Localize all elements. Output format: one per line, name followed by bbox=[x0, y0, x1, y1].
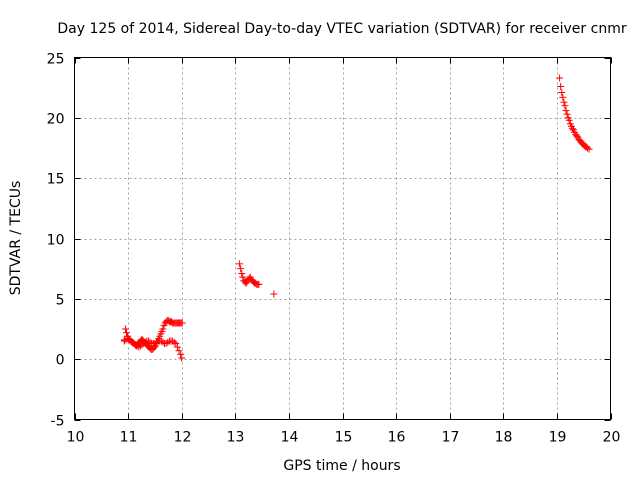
x-tick-label: 16 bbox=[388, 430, 406, 446]
data-point bbox=[164, 338, 172, 346]
data-point bbox=[173, 343, 181, 351]
data-point bbox=[178, 319, 186, 327]
x-tick-label: 11 bbox=[120, 430, 138, 446]
y-tick-label: 0 bbox=[56, 353, 65, 369]
plot-frame bbox=[74, 57, 611, 420]
y-tick-label: 10 bbox=[47, 233, 65, 249]
data-point bbox=[556, 74, 564, 82]
data-point bbox=[560, 98, 568, 106]
data-point bbox=[583, 144, 591, 152]
data-point bbox=[562, 107, 570, 115]
data-point bbox=[242, 279, 250, 287]
data-point bbox=[172, 339, 180, 347]
data-point bbox=[236, 260, 244, 268]
data-point bbox=[270, 290, 278, 298]
data-point bbox=[558, 88, 566, 96]
data-point bbox=[238, 269, 246, 277]
y-axis-label: SDTVAR / TECUs bbox=[8, 181, 24, 296]
y-tick-label: -5 bbox=[51, 414, 65, 430]
data-point bbox=[122, 329, 130, 337]
x-tick-label: 19 bbox=[549, 430, 567, 446]
data-point bbox=[150, 343, 158, 351]
y-tick-labels: -5 0 5 10 15 20 25 bbox=[47, 52, 65, 430]
data-point bbox=[177, 350, 185, 358]
data-point bbox=[237, 265, 245, 273]
y-tick-label: 5 bbox=[56, 293, 65, 309]
x-tick-label: 10 bbox=[67, 430, 85, 446]
x-tick-label: 13 bbox=[227, 430, 245, 446]
chart-title: Day 125 of 2014, Sidereal Day-to-day VTE… bbox=[57, 21, 626, 37]
data-point bbox=[153, 338, 161, 346]
x-axis-label: GPS time / hours bbox=[283, 458, 400, 474]
x-tick-label: 20 bbox=[603, 430, 621, 446]
data-point bbox=[568, 125, 576, 133]
data-point bbox=[559, 93, 567, 101]
y-tick-label: 25 bbox=[47, 52, 65, 68]
data-point bbox=[563, 110, 571, 118]
x-tick-label: 12 bbox=[174, 430, 192, 446]
data-points bbox=[120, 74, 593, 362]
axis-ticks bbox=[74, 57, 612, 421]
data-point bbox=[573, 132, 581, 140]
x-tick-label: 18 bbox=[495, 430, 513, 446]
data-point bbox=[255, 280, 263, 288]
data-point bbox=[175, 347, 183, 355]
x-tick-labels: 10 11 12 13 14 15 16 17 18 19 20 bbox=[67, 430, 621, 446]
data-point bbox=[565, 116, 573, 124]
data-point bbox=[585, 145, 593, 153]
grid bbox=[74, 57, 611, 420]
y-tick-label: 20 bbox=[47, 112, 65, 128]
data-point bbox=[557, 82, 565, 90]
data-point bbox=[561, 102, 569, 110]
data-point bbox=[239, 273, 247, 281]
x-tick-label: 14 bbox=[281, 430, 299, 446]
x-tick-label: 17 bbox=[442, 430, 460, 446]
data-point bbox=[178, 354, 186, 362]
y-tick-label: 15 bbox=[47, 172, 65, 188]
data-point bbox=[121, 325, 129, 333]
data-point bbox=[159, 325, 167, 333]
data-point bbox=[146, 338, 154, 346]
x-tick-label: 15 bbox=[335, 430, 353, 446]
data-point bbox=[170, 338, 178, 346]
